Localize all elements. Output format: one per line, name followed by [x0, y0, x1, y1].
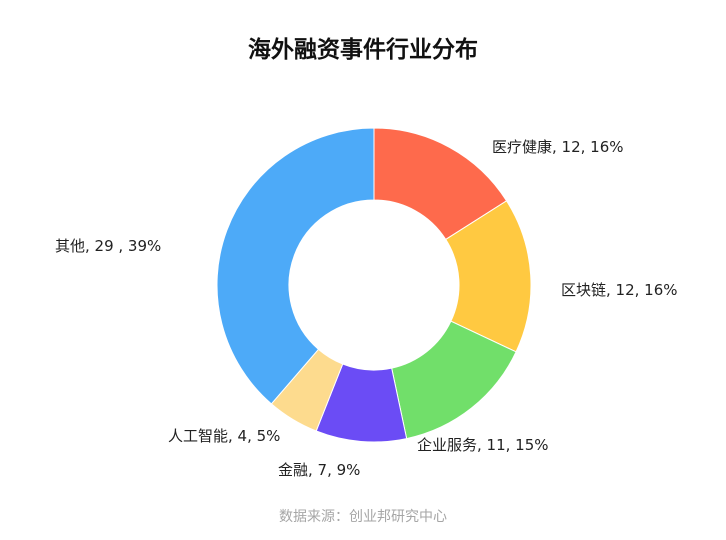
- slice-label-0: 医疗健康, 12, 16%: [492, 138, 624, 156]
- chart-title: 海外融资事件行业分布: [248, 37, 478, 63]
- slice-label-1: 区块链, 12, 16%: [561, 281, 678, 299]
- slice-label-5: 其他, 29 , 39%: [55, 237, 161, 255]
- source-note: 数据来源：创业邦研究中心: [279, 509, 447, 525]
- slice-5: [216, 127, 375, 405]
- slice-label-2: 企业服务, 11, 15%: [417, 436, 549, 454]
- slice-label-3: 金融, 7, 9%: [278, 461, 360, 479]
- slice-label-4: 人工智能, 4, 5%: [168, 427, 280, 445]
